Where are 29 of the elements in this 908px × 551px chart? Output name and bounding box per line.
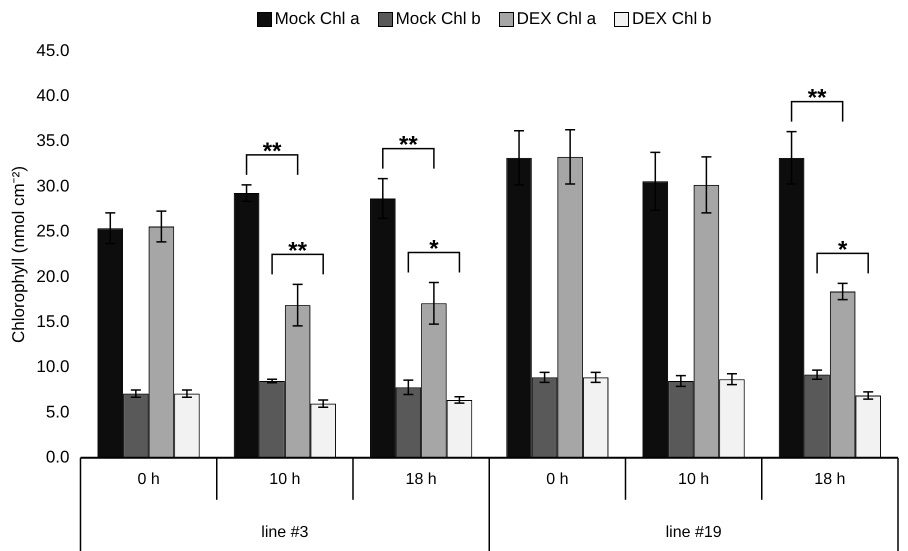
y-tick-label: 40.0 [36,86,70,106]
x-tick-label: 18 h [406,470,437,488]
x-tick-label: 10 h [678,470,710,488]
legend-label: Mock Chl b [396,9,481,29]
annotation: * [429,236,440,263]
x-tick-label: 18 h [814,470,846,488]
annotation: ** [399,132,418,159]
x-tick-label: 0 h [137,470,160,488]
annotation: ** [288,237,308,264]
annotation: ** [262,138,282,165]
y-tick-label: 0.0 [46,447,70,466]
y-tick-label: 20.0 [36,266,70,286]
text: line #3 [261,524,309,542]
x-tick-label: 0 h [546,470,568,488]
y-tick-label: 10.0 [36,357,70,376]
text: line #19 [666,524,722,542]
y-tick-label: 30.0 [36,176,70,196]
legend-label: DEX Chl b [632,9,712,29]
annotation: ** [808,84,828,112]
legend-label: DEX Chl a [516,9,596,29]
annotation: * [838,236,848,264]
y-tick-label: 25.0 [36,222,70,241]
y-tick-label: 45.0 [36,40,70,60]
y-axis-title: Chlorophyll (nmol cm⁻²) [8,166,28,343]
y-tick-label: 35.0 [36,131,70,150]
y-tick-label: 15.0 [36,312,70,331]
legend-label: Mock Chl a [274,9,360,29]
x-tick-label: 10 h [269,470,300,488]
y-tick-label: 5.0 [46,402,70,422]
